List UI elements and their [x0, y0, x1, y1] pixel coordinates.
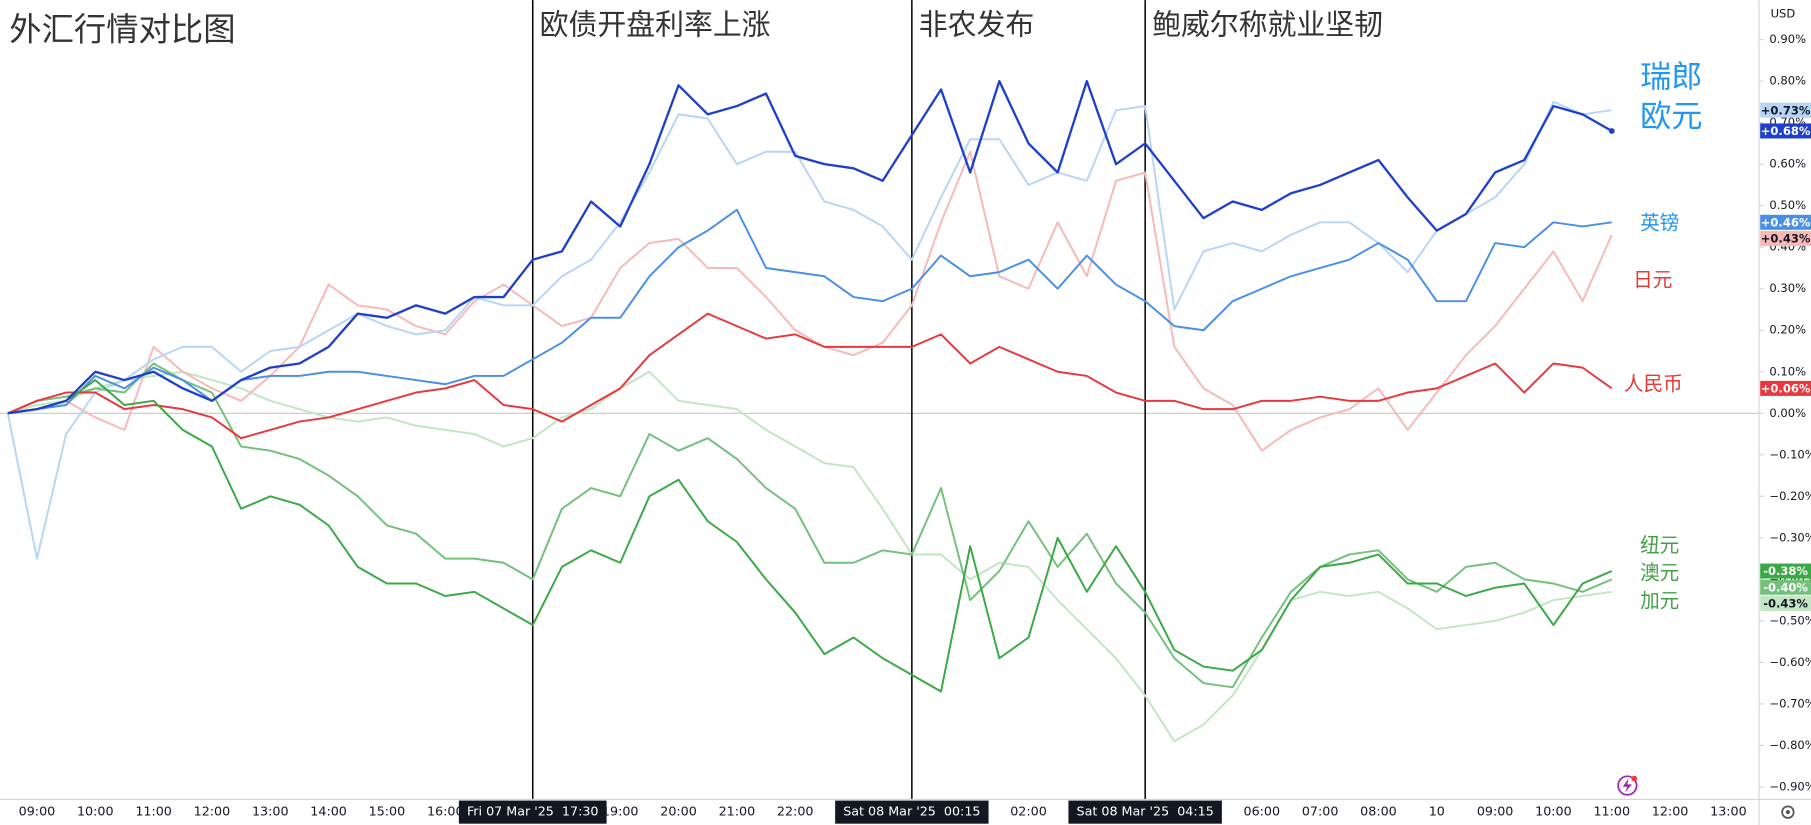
series-line: [7, 208, 1612, 415]
time-highlight: [835, 800, 989, 824]
y-tick-label: −0.10%: [1769, 447, 1811, 461]
x-tick-label-highlight: Sat 08 Mar '25 04:15: [1077, 804, 1214, 819]
series-line: [7, 79, 1613, 415]
x-tick-label: 11:00: [135, 804, 172, 819]
y-tick-label: 0.00%: [1769, 406, 1806, 420]
x-tick-label: 20:00: [660, 804, 697, 819]
time-highlight: [1068, 800, 1222, 824]
series-line: [7, 370, 1612, 743]
price-badge-label: -0.43%: [1763, 596, 1808, 610]
price-badge: [1760, 102, 1811, 118]
legend-label: 瑞郎: [1640, 60, 1702, 96]
y-tick-label: 0.30%: [1769, 281, 1806, 295]
x-tick-label: 12:00: [194, 804, 231, 819]
legend-label: 人民币: [1624, 372, 1683, 395]
y-tick-label: −0.80%: [1769, 738, 1811, 752]
series-line: [7, 379, 1613, 693]
time-highlight: [458, 800, 607, 824]
price-badge-label: -0.38%: [1763, 564, 1808, 578]
plot-area: [0, 0, 1760, 800]
y-tick-label: 0.60%: [1769, 157, 1806, 171]
x-tick-label: 11:00: [1593, 804, 1630, 819]
x-tick-label: 16:00: [427, 804, 464, 819]
legend-label: 英镑: [1640, 212, 1679, 235]
settings-icon[interactable]: [1781, 805, 1795, 819]
event-label: 鲍威尔称就业坚韧: [1152, 8, 1383, 42]
legend-label: 加元: [1640, 589, 1679, 612]
y-tick-label: 0.10%: [1769, 364, 1806, 378]
price-badge: [1760, 380, 1811, 396]
legend-label: 纽元: [1640, 534, 1679, 557]
series-line: [6, 100, 1612, 560]
series-line: [7, 362, 1613, 689]
legend-label: 欧元: [1640, 99, 1702, 135]
x-tick-label: 19:00: [602, 804, 639, 819]
y-tick-label: −0.20%: [1769, 489, 1811, 503]
legend-label: 日元: [1633, 268, 1672, 291]
price-badge-label: +0.46%: [1761, 215, 1811, 229]
icon-dot: [1631, 775, 1638, 782]
x-tick-label: 10: [1429, 804, 1445, 819]
price-badge: [1760, 123, 1811, 139]
price-badge-label: -0.40%: [1763, 580, 1808, 594]
icon-gear-center: [1785, 810, 1790, 815]
x-tick-label: 10:00: [77, 804, 114, 819]
icon-gear: [1781, 805, 1795, 819]
y-tick-label: −0.70%: [1769, 696, 1811, 710]
series-end-dot: [1608, 128, 1615, 134]
y-tick-label: −0.50%: [1769, 613, 1811, 627]
y-tick-label: 0.50%: [1769, 198, 1806, 212]
event-label: 非农发布: [919, 8, 1034, 42]
x-tick-label: 09:00: [19, 804, 56, 819]
price-badge: [1760, 579, 1811, 595]
price-badge-label: +0.73%: [1761, 103, 1811, 117]
event-label: 欧债开盘利率上涨: [540, 8, 771, 42]
y-tick-label: 0.80%: [1769, 74, 1806, 88]
price-badge: [1760, 563, 1811, 579]
chart-title: 外汇行情对比图: [9, 10, 235, 48]
x-tick-label: 12:00: [1652, 804, 1689, 819]
x-tick-label: 09:00: [1477, 804, 1514, 819]
y-tick-label: 0.90%: [1769, 32, 1806, 46]
price-badge-label: +0.43%: [1761, 232, 1811, 246]
flash-icon[interactable]: [1617, 775, 1638, 796]
currency-label[interactable]: USD: [1771, 7, 1796, 21]
y-tick-label: −0.90%: [1769, 779, 1811, 793]
x-tick-label: 22:00: [777, 804, 814, 819]
price-badge: [1760, 595, 1811, 611]
x-tick-label-highlight: Fri 07 Mar '25 17:30: [467, 804, 599, 819]
x-tick-label: 13:00: [252, 804, 289, 819]
x-tick-label: 08:00: [1360, 804, 1397, 819]
x-tick-label: 15:00: [369, 804, 406, 819]
x-tick-label: 06:00: [1244, 804, 1281, 819]
series-line: [7, 150, 1613, 452]
icon-bolt: [1622, 778, 1632, 793]
y-tick-label: −0.30%: [1769, 530, 1811, 544]
price-badge: [1760, 230, 1811, 246]
price-badge: [1760, 214, 1811, 230]
x-tick-label: 14:00: [310, 804, 347, 819]
legend-label: 澳元: [1640, 562, 1679, 585]
x-tick-label-highlight: Sat 08 Mar '25 00:15: [843, 804, 980, 819]
x-tick-label: 13:00: [1710, 804, 1747, 819]
price-badge-label: +0.06%: [1761, 381, 1811, 395]
x-tick-label: 02:00: [1010, 804, 1047, 819]
price-badge-label: +0.68%: [1761, 124, 1811, 138]
y-tick-label: 0.20%: [1769, 323, 1806, 337]
x-tick-label: 07:00: [1302, 804, 1339, 819]
icon-ring: [1617, 775, 1638, 796]
x-tick-label: 10:00: [1535, 804, 1572, 819]
y-tick-label: −0.60%: [1769, 655, 1811, 669]
x-tick-label: 21:00: [719, 804, 756, 819]
series-line: [7, 312, 1613, 440]
